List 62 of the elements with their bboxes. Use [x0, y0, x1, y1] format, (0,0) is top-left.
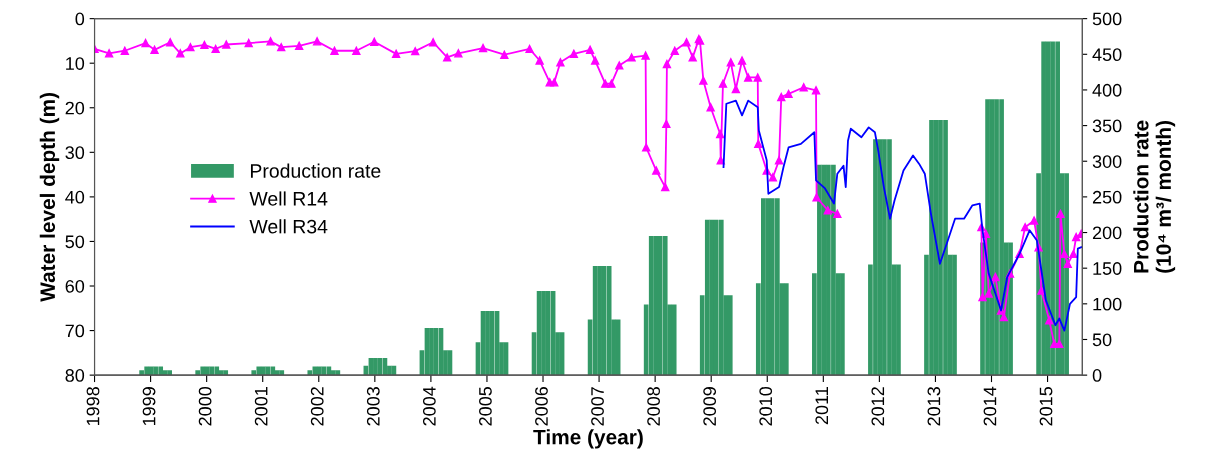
bar [671, 304, 677, 376]
x-tick-label: 2009 [703, 387, 717, 426]
y2-tick-label: 400 [1092, 83, 1122, 97]
x-tick-label: 2013 [927, 387, 941, 426]
y-tick-label: 50 [65, 235, 85, 249]
y-tick-label: 70 [65, 324, 85, 338]
bar [541, 291, 546, 376]
bar [429, 328, 434, 376]
y-tick-label: 30 [65, 146, 85, 160]
bar [709, 219, 715, 376]
y2-tick-label: 100 [1093, 297, 1122, 311]
x-tick-label: 2004 [422, 386, 436, 426]
y-tick-label: 80 [65, 369, 85, 382]
x-tick-label: 2006 [535, 387, 548, 426]
bar [840, 273, 845, 376]
line-series [722, 99, 1083, 332]
x-tick-label: 2015 [1039, 386, 1053, 426]
y2-axis-title: Production rate (10⁴ m³/ month) [1133, 120, 1176, 273]
y2-tick-label: 50 [1092, 333, 1112, 347]
y-tick-label: 60 [65, 279, 85, 293]
bar [662, 236, 668, 376]
bar [653, 236, 659, 376]
x-tick-label: 2007 [591, 387, 604, 426]
y2-tick-label: 200 [1092, 226, 1122, 240]
y-tick-label: 0 [75, 12, 85, 26]
bar [373, 358, 378, 376]
x-tick-label: 2012 [871, 387, 885, 426]
x-axis-title: Time (year) [533, 429, 643, 449]
y2-tick-label: 350 [1092, 119, 1122, 133]
legend-label: Well R34 [249, 219, 328, 234]
x-tick-label: 2011 [815, 387, 829, 425]
y-tick-label: 40 [65, 190, 85, 204]
y-tick-label: 20 [65, 101, 85, 115]
bar [606, 266, 612, 376]
y2-tick-label: 250 [1092, 190, 1122, 204]
y2-tick-label: 150 [1093, 262, 1122, 275]
bar [896, 264, 901, 376]
y2-tick-label: 300 [1092, 155, 1122, 168]
x-tick-label: 1998 [86, 387, 100, 426]
x-tick-label: 2003 [366, 387, 380, 426]
legend-label: Production rate [250, 163, 381, 178]
bar [485, 310, 490, 376]
bar [718, 219, 724, 376]
x-tick-label: 2005 [479, 386, 492, 426]
bar [597, 266, 602, 376]
x-tick-label: 2001 [254, 387, 268, 426]
bar [952, 254, 957, 376]
y2-tick-label: 0 [1092, 369, 1102, 382]
bar [783, 283, 789, 376]
y-axis-title: Water level depth (m) [39, 92, 60, 302]
x-tick-label: 2008 [647, 387, 660, 426]
x-tick-label: 2000 [198, 386, 212, 426]
x-tick-label: 2010 [759, 386, 773, 426]
y-tick-label: 10 [66, 57, 85, 70]
x-tick-label: 2002 [310, 387, 324, 426]
bar [727, 295, 733, 376]
bar [765, 198, 771, 376]
x-tick-label: 2014 [983, 386, 997, 426]
legend-label: Well R14 [249, 191, 328, 206]
y2-tick-label: 500 [1092, 12, 1122, 26]
x-tick-label: 1999 [142, 387, 156, 426]
y2-tick-label: 450 [1092, 48, 1122, 62]
